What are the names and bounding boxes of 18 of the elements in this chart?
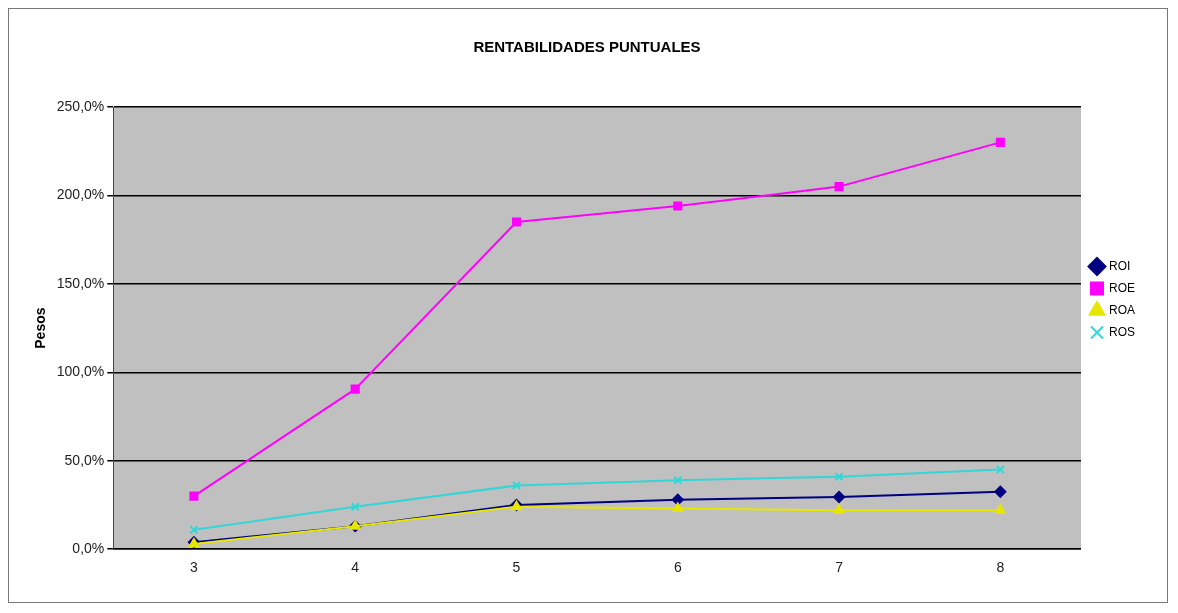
legend-label: ROI (1109, 258, 1131, 273)
x-tick-label: 8 (996, 559, 1005, 576)
legend-label: ROS (1109, 324, 1136, 339)
chart-title: RENTABILIDADES PUNTUALES (473, 38, 701, 56)
x-tick-label: 3 (190, 559, 199, 576)
y-tick-label: 0,0% (72, 540, 105, 557)
y-tick-label: 200,0% (56, 186, 105, 203)
legend-label: ROA (1109, 302, 1136, 317)
x-tick-label: 7 (835, 559, 844, 576)
y-tick-label: 50,0% (64, 451, 105, 468)
legend-label: ROE (1109, 280, 1136, 295)
x-tick-label: 5 (512, 559, 521, 576)
y-axis-title: Pesos (32, 307, 49, 349)
y-tick-label: 250,0% (56, 97, 105, 114)
x-tick-label: 6 (673, 559, 682, 576)
y-tick-label: 150,0% (56, 274, 105, 291)
x-tick-label: 4 (351, 559, 360, 576)
y-tick-label: 100,0% (56, 363, 105, 380)
